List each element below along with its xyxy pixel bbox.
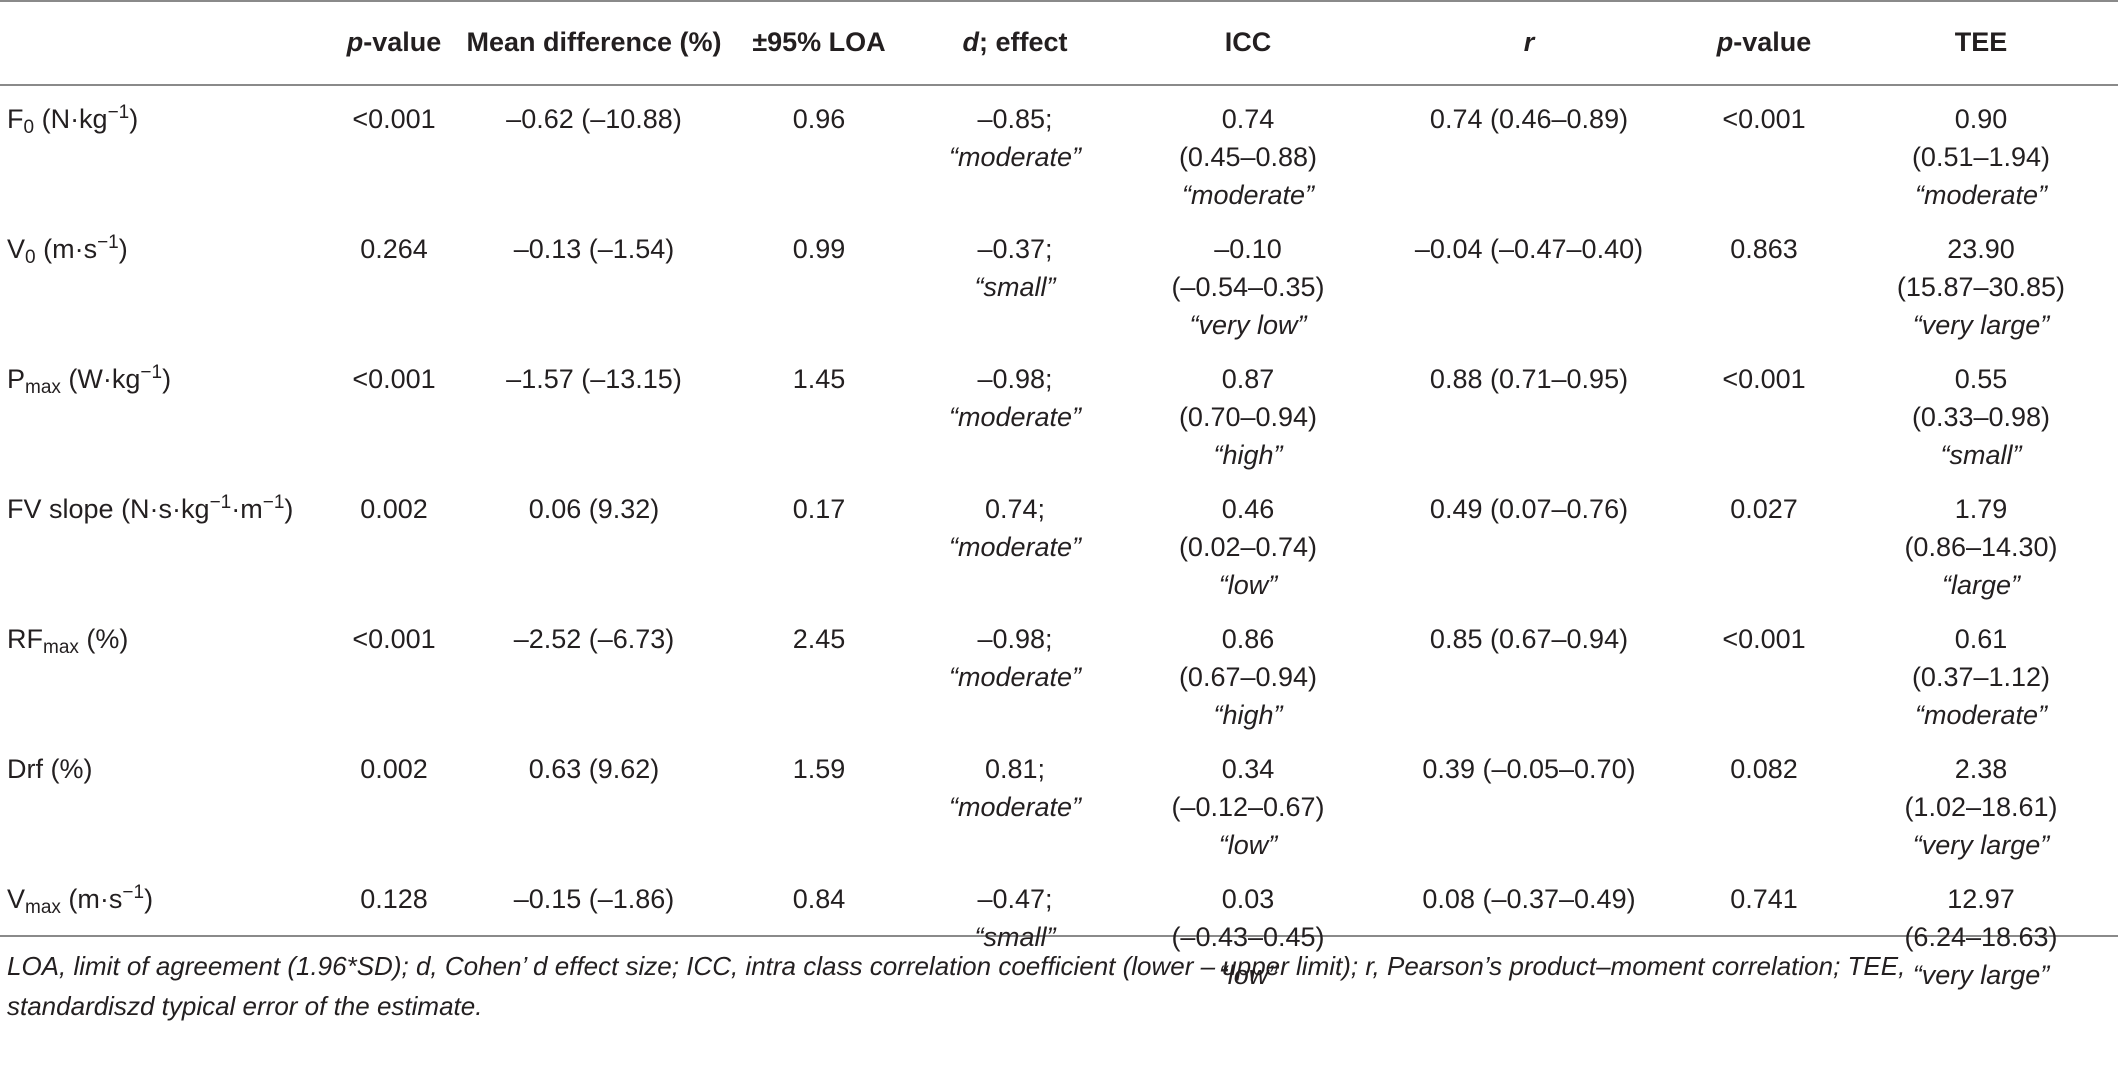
results-table: p-value Mean difference (%) ±95% LOA d; …	[0, 0, 2118, 994]
table-row: Drf (%) 0.002 0.63 (9.62) 1.59 0.81; “mod…	[0, 734, 2118, 864]
p-value-cell: 0.264	[360, 234, 428, 264]
tee-cell: 12.97 (6.24–18.63) “very large”	[1904, 884, 2058, 990]
loa-cell: 1.59	[792, 754, 846, 784]
icc-cell: 0.87 (0.70–0.94) “high”	[1178, 364, 1318, 470]
mean-difference-cell: –2.52 (–6.73)	[513, 624, 675, 654]
d-effect-cell: –0.37; “small”	[974, 234, 1056, 302]
r-cell: 0.08 (–0.37–0.49)	[1422, 884, 1636, 914]
table-row: Pmax (W·kg−1) <0.001 –1.57 (–13.15) 1.45…	[0, 344, 2118, 474]
param-cell: Pmax (W·kg−1)	[7, 362, 172, 398]
p-value-cell: <0.001	[352, 624, 436, 654]
p-value-cell: 0.128	[360, 884, 428, 914]
mean-difference-cell: –1.57 (–13.15)	[506, 364, 682, 394]
header-icc: ICC	[1224, 27, 1272, 57]
param-cell: Vmax (m·s−1)	[7, 882, 154, 918]
param-cell: V0 (m·s−1)	[7, 232, 128, 268]
table-row: F0 (N·kg−1) <0.001 –0.62 (–10.88) 0.96 –…	[0, 84, 2118, 214]
p-value-2-cell: <0.001	[1722, 624, 1806, 654]
r-cell: 0.49 (0.07–0.76)	[1429, 494, 1629, 524]
header-r: r	[1523, 27, 1535, 57]
p-value-cell: <0.001	[352, 104, 436, 134]
header-loa: ±95% LOA	[752, 27, 886, 57]
tee-cell: 23.90 (15.87–30.85) “very large”	[1896, 234, 2066, 340]
d-effect-cell: –0.85; “moderate”	[948, 104, 1082, 172]
d-effect-cell: –0.98; “moderate”	[948, 364, 1082, 432]
r-cell: 0.39 (–0.05–0.70)	[1422, 754, 1636, 784]
tee-cell: 0.55 (0.33–0.98) “small”	[1911, 364, 2051, 470]
d-effect-cell: –0.47; “small”	[974, 884, 1056, 952]
loa-cell: 2.45	[792, 624, 846, 654]
table-row: Vmax (m·s−1) 0.128 –0.15 (–1.86) 0.84 –0…	[0, 864, 2118, 994]
icc-cell: –0.10 (–0.54–0.35) “very low”	[1171, 234, 1325, 340]
mean-difference-cell: –0.13 (–1.54)	[513, 234, 675, 264]
p-value-2-cell: 0.082	[1730, 754, 1798, 784]
loa-cell: 0.96	[792, 104, 846, 134]
tee-cell: 1.79 (0.86–14.30) “large”	[1904, 494, 2058, 600]
header-d-effect: d; effect	[962, 27, 1068, 57]
r-cell: 0.74 (0.46–0.89)	[1429, 104, 1629, 134]
d-effect-cell: 0.74; “moderate”	[948, 494, 1082, 562]
d-effect-cell: 0.81; “moderate”	[948, 754, 1082, 822]
mean-difference-cell: 0.06 (9.32)	[528, 494, 660, 524]
icc-cell: 0.34 (–0.12–0.67) “low”	[1171, 754, 1325, 860]
r-cell: –0.04 (–0.47–0.40)	[1414, 234, 1644, 264]
tee-cell: 0.90 (0.51–1.94) “moderate”	[1911, 104, 2051, 210]
param-cell: F0 (N·kg−1)	[7, 102, 139, 138]
icc-cell: 0.46 (0.02–0.74) “low”	[1178, 494, 1318, 600]
loa-cell: 0.84	[792, 884, 846, 914]
d-effect-cell: –0.98; “moderate”	[948, 624, 1082, 692]
footnote-line-2: standardiszd typical error of the estima…	[7, 991, 483, 1021]
header-p-value-2: p-value	[1716, 27, 1812, 57]
table-bottom-rule	[0, 935, 2118, 937]
icc-cell: 0.86 (0.67–0.94) “high”	[1178, 624, 1318, 730]
table-row: RFmax (%) <0.001 –2.52 (–6.73) 2.45 –0.9…	[0, 604, 2118, 734]
param-cell: FV slope (N·s·kg−1·m−1)	[7, 492, 294, 524]
param-cell: RFmax (%)	[7, 624, 129, 658]
table-header-rule	[0, 84, 2118, 86]
r-cell: 0.88 (0.71–0.95)	[1429, 364, 1629, 394]
mean-difference-cell: –0.15 (–1.86)	[513, 884, 675, 914]
table-row: FV slope (N·s·kg−1·m−1) 0.002 0.06 (9.32…	[0, 474, 2118, 604]
loa-cell: 0.99	[792, 234, 846, 264]
icc-cell: 0.03 (–0.43–0.45) “low”	[1171, 884, 1325, 990]
header-mean-difference: Mean difference (%)	[466, 27, 722, 57]
tee-cell: 0.61 (0.37–1.12) “moderate”	[1911, 624, 2051, 730]
header-row: p-value Mean difference (%) ±95% LOA d; …	[0, 0, 2118, 84]
footnote-line-1: LOA, limit of agreement (1.96*SD); d, Co…	[7, 951, 1906, 981]
r-cell: 0.85 (0.67–0.94)	[1429, 624, 1629, 654]
table-footnote: LOA, limit of agreement (1.96*SD); d, Co…	[7, 946, 2107, 1026]
p-value-cell: 0.002	[360, 494, 428, 524]
header-p-value-1: p-value	[346, 27, 442, 57]
param-cell: Drf (%)	[7, 754, 93, 784]
mean-difference-cell: –0.62 (–10.88)	[506, 104, 682, 134]
tee-cell: 2.38 (1.02–18.61) “very large”	[1904, 754, 2058, 860]
p-value-2-cell: 0.741	[1730, 884, 1798, 914]
p-value-cell: <0.001	[352, 364, 436, 394]
p-value-2-cell: <0.001	[1722, 104, 1806, 134]
header-param	[0, 0, 330, 84]
loa-cell: 0.17	[792, 494, 846, 524]
header-tee: TEE	[1954, 27, 2008, 57]
loa-cell: 1.45	[792, 364, 846, 394]
p-value-2-cell: 0.027	[1730, 494, 1798, 524]
table-top-rule	[0, 0, 2118, 2]
table-row: V0 (m·s−1) 0.264 –0.13 (–1.54) 0.99 –0.3…	[0, 214, 2118, 344]
p-value-cell: 0.002	[360, 754, 428, 784]
p-value-2-cell: 0.863	[1730, 234, 1798, 264]
icc-cell: 0.74 (0.45–0.88) “moderate”	[1178, 104, 1318, 210]
mean-difference-cell: 0.63 (9.62)	[528, 754, 660, 784]
p-value-2-cell: <0.001	[1722, 364, 1806, 394]
